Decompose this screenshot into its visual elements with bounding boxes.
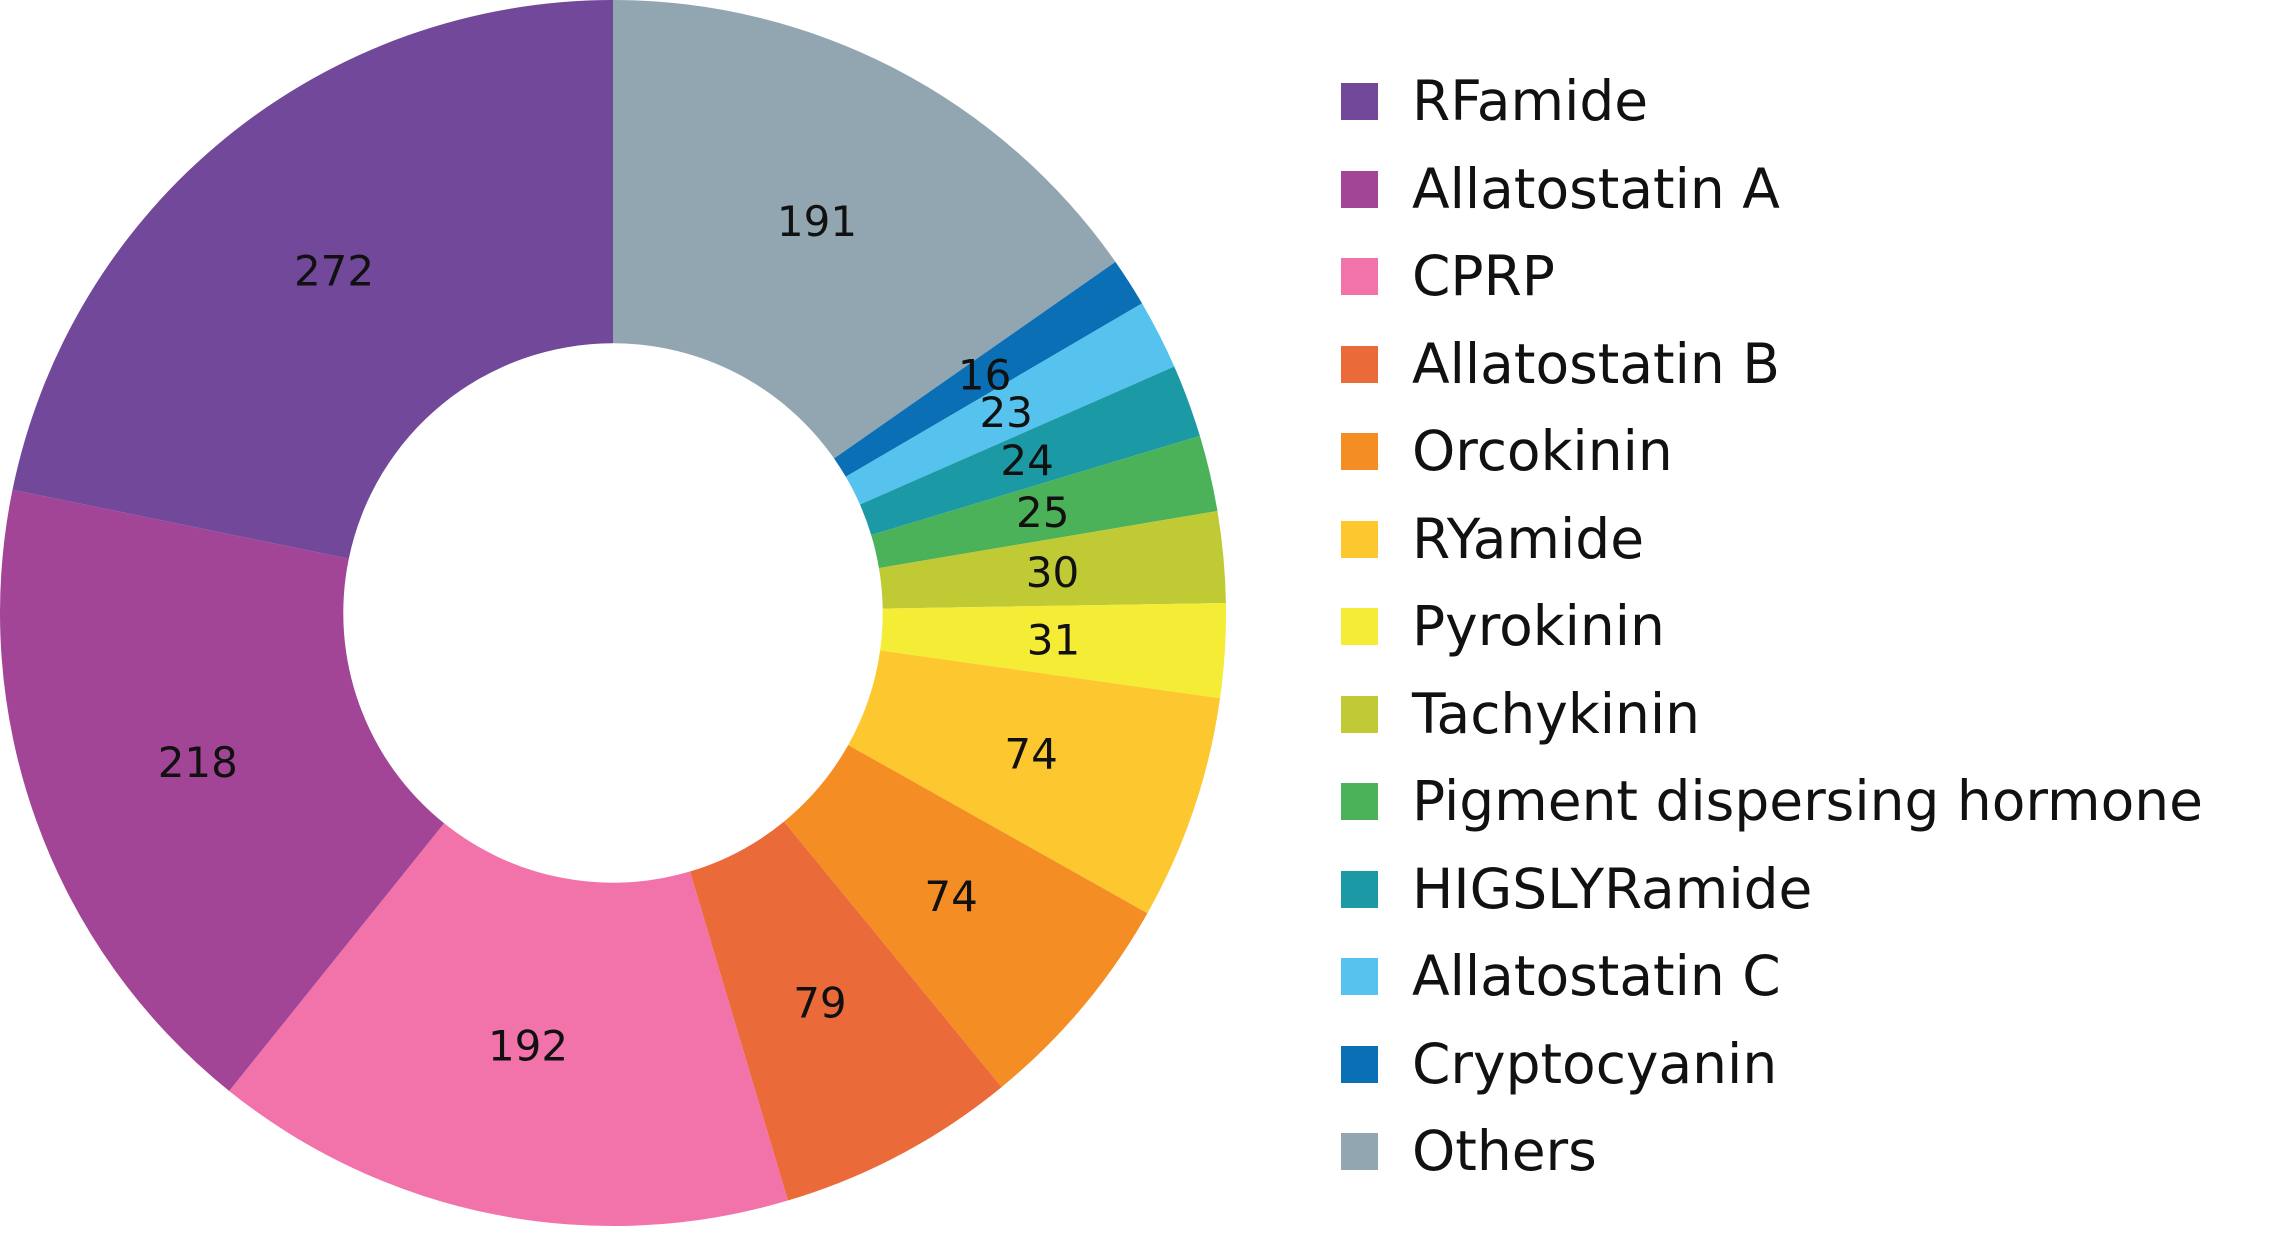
legend-item-pigment-dispersing-hormone: Pigment dispersing hormone bbox=[1341, 758, 2281, 846]
data-label-orcokinin: 74 bbox=[924, 872, 977, 921]
legend-item-cprp: CPRP bbox=[1341, 233, 2281, 321]
legend-item-tachykinin: Tachykinin bbox=[1341, 671, 2281, 759]
legend-label: Cryptocyanin bbox=[1412, 1031, 1778, 1096]
legend-swatch bbox=[1341, 433, 1378, 471]
legend-swatch bbox=[1341, 783, 1378, 821]
slice-higslyramide bbox=[859, 366, 1200, 536]
legend-swatch bbox=[1341, 695, 1378, 733]
slice-tachykinin bbox=[878, 510, 1226, 609]
data-label-cprp: 192 bbox=[488, 1022, 568, 1071]
legend-label: Orcokinin bbox=[1412, 419, 1673, 484]
slice-cprp bbox=[229, 823, 788, 1226]
data-label-allatostatin-c: 23 bbox=[979, 388, 1032, 437]
legend-item-ryamide: RYamide bbox=[1341, 496, 2281, 584]
data-label-ryamide: 74 bbox=[1004, 730, 1057, 779]
legend-swatch bbox=[1341, 870, 1378, 908]
legend-label: Allatostatin B bbox=[1412, 331, 1780, 396]
data-label-pigment-dispersing-hormone: 25 bbox=[1016, 488, 1069, 537]
legend-swatch bbox=[1341, 1133, 1378, 1171]
data-label-others: 191 bbox=[777, 197, 857, 246]
legend-label: Pyrokinin bbox=[1412, 594, 1665, 659]
legend-swatch bbox=[1341, 1045, 1378, 1083]
legend-label: Allatostatin C bbox=[1412, 944, 1781, 1009]
legend-item-allatostatin-c: Allatostatin C bbox=[1341, 933, 2281, 1021]
legend-item-rfamide: RFamide bbox=[1341, 58, 2281, 146]
legend-label: RFamide bbox=[1412, 69, 1649, 134]
legend-label: HIGSLYRamide bbox=[1412, 856, 1813, 921]
legend-label: CPRP bbox=[1412, 244, 1555, 309]
data-label-tachykinin: 30 bbox=[1026, 548, 1079, 597]
legend-swatch bbox=[1341, 608, 1378, 646]
data-label-allatostatin-a: 218 bbox=[158, 738, 238, 787]
slice-rfamide bbox=[12, 0, 613, 559]
legend-item-allatostatin-a: Allatostatin A bbox=[1341, 146, 2281, 234]
legend-item-allatostatin-b: Allatostatin B bbox=[1341, 321, 2281, 409]
slice-pigment-dispersing-hormone bbox=[871, 435, 1218, 569]
slice-orcokinin bbox=[783, 745, 1148, 1088]
legend-swatch bbox=[1341, 83, 1378, 121]
slice-pyrokinin bbox=[880, 602, 1227, 699]
legend-swatch bbox=[1341, 345, 1378, 383]
slice-ryamide bbox=[848, 650, 1221, 914]
data-label-allatostatin-b: 79 bbox=[793, 978, 846, 1027]
legend-item-cryptocyanin: Cryptocyanin bbox=[1341, 1021, 2281, 1109]
legend-label: Tachykinin bbox=[1412, 681, 1700, 746]
legend-label: RYamide bbox=[1412, 506, 1645, 571]
legend-item-others: Others bbox=[1341, 1108, 2281, 1196]
slice-others bbox=[613, 0, 1116, 459]
data-label-pyrokinin: 31 bbox=[1027, 616, 1080, 665]
legend-label: Others bbox=[1412, 1119, 1597, 1184]
slice-allatostatin-b bbox=[689, 821, 1002, 1201]
legend-swatch bbox=[1341, 170, 1378, 208]
slice-allatostatin-a bbox=[0, 489, 445, 1091]
legend-swatch bbox=[1341, 958, 1378, 996]
legend-label: Allatostatin A bbox=[1412, 156, 1780, 221]
donut-slices bbox=[0, 0, 1227, 1226]
legend-swatch bbox=[1341, 258, 1378, 296]
legend-swatch bbox=[1341, 520, 1378, 558]
legend-label: Pigment dispersing hormone bbox=[1412, 769, 2203, 834]
data-label-cryptocyanin: 16 bbox=[958, 350, 1011, 399]
legend-item-pyrokinin: Pyrokinin bbox=[1341, 583, 2281, 671]
legend-item-higslyramide: HIGSLYRamide bbox=[1341, 846, 2281, 934]
data-label-rfamide: 272 bbox=[294, 246, 374, 295]
slice-cryptocyanin bbox=[834, 261, 1143, 477]
slice-allatostatin-c bbox=[845, 303, 1175, 505]
data-label-higslyramide: 24 bbox=[1000, 436, 1053, 485]
legend: RFamide Allatostatin A CPRP Allatostatin B O… bbox=[1341, 58, 2281, 1196]
legend-item-orcokinin: Orcokinin bbox=[1341, 408, 2281, 496]
